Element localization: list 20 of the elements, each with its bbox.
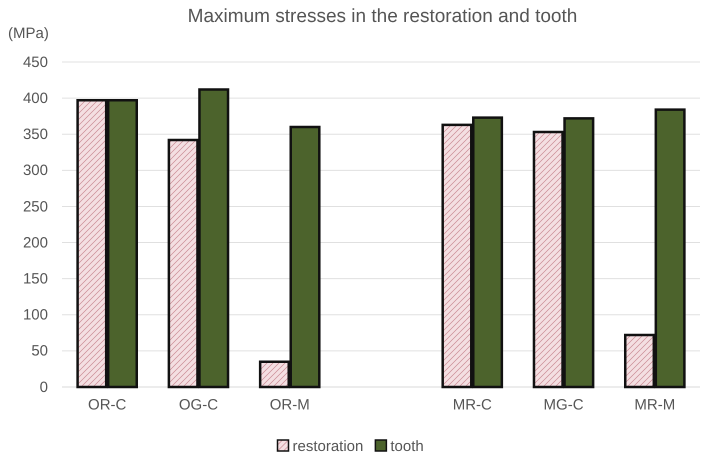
x-tick-label: OG-C bbox=[178, 396, 218, 414]
y-tick-label: 200 bbox=[22, 234, 48, 252]
x-tick-label: MG-C bbox=[544, 396, 584, 414]
x-tick-label: OR-C bbox=[88, 396, 127, 414]
y-tick-label: 100 bbox=[22, 306, 48, 324]
legend-label: tooth bbox=[390, 438, 424, 455]
y-tick-label: 0 bbox=[40, 378, 48, 396]
y-tick-label: 50 bbox=[31, 342, 48, 360]
y-tick-label: 350 bbox=[22, 126, 48, 144]
y-tick-label: 300 bbox=[22, 162, 48, 180]
y-axis-title: (MPa) bbox=[8, 25, 49, 42]
y-tick-label: 450 bbox=[22, 54, 48, 71]
x-tick-label: OR-M bbox=[270, 396, 310, 414]
x-tick-label: MR-M bbox=[634, 396, 676, 414]
y-tick-label: 250 bbox=[22, 198, 48, 216]
chart-title: Maximum stresses in the restoration and tooth bbox=[188, 6, 578, 27]
legend-label: restoration bbox=[292, 438, 364, 455]
y-tick-label: 150 bbox=[22, 270, 48, 288]
y-tick-label: 400 bbox=[22, 90, 48, 107]
x-tick-label: MR-C bbox=[452, 396, 492, 414]
